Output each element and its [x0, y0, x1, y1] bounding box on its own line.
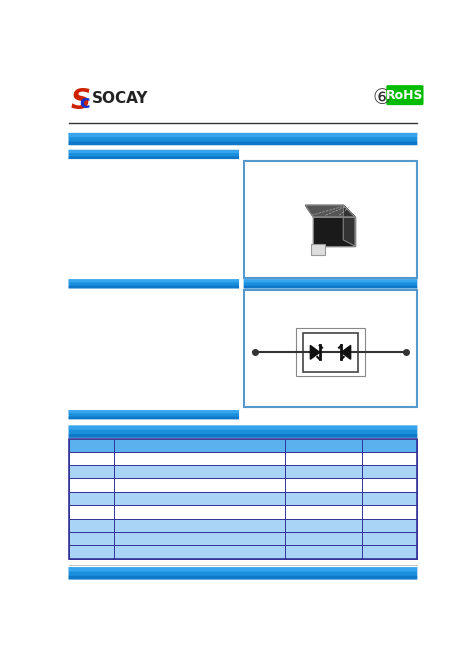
FancyBboxPatch shape [69, 567, 417, 572]
FancyBboxPatch shape [69, 279, 239, 289]
FancyBboxPatch shape [69, 425, 417, 430]
Bar [69, 532, 417, 546]
FancyBboxPatch shape [69, 133, 417, 137]
Bar [303, 333, 357, 372]
Text: SOCAY: SOCAY [92, 91, 148, 105]
FancyBboxPatch shape [69, 576, 417, 580]
Bar [69, 478, 417, 492]
FancyBboxPatch shape [244, 279, 417, 289]
FancyBboxPatch shape [69, 286, 239, 289]
Polygon shape [310, 346, 319, 359]
FancyBboxPatch shape [69, 150, 239, 153]
Polygon shape [313, 217, 355, 246]
Bar [69, 465, 417, 478]
Bar [69, 440, 417, 452]
Bar [69, 492, 417, 505]
FancyBboxPatch shape [244, 286, 417, 289]
Polygon shape [341, 346, 351, 359]
Bar [69, 505, 417, 519]
Polygon shape [343, 205, 355, 246]
FancyBboxPatch shape [386, 85, 423, 105]
Bar [69, 546, 417, 559]
Text: S: S [70, 87, 90, 115]
FancyBboxPatch shape [69, 142, 417, 145]
Bar [244, 290, 417, 407]
Bar [69, 452, 417, 465]
FancyBboxPatch shape [69, 417, 239, 419]
Bar [311, 244, 326, 255]
FancyBboxPatch shape [69, 410, 239, 419]
Bar [244, 160, 417, 278]
Bar [296, 329, 365, 376]
FancyBboxPatch shape [69, 133, 417, 145]
FancyBboxPatch shape [69, 410, 239, 413]
FancyBboxPatch shape [69, 434, 417, 437]
Bar [69, 440, 417, 559]
Text: RoHS: RoHS [386, 89, 424, 101]
FancyBboxPatch shape [69, 567, 417, 580]
FancyBboxPatch shape [69, 150, 239, 159]
FancyBboxPatch shape [244, 279, 417, 282]
Bar [69, 519, 417, 532]
FancyBboxPatch shape [69, 156, 239, 159]
Text: c: c [80, 95, 90, 112]
Text: ⑥: ⑥ [373, 88, 391, 108]
FancyBboxPatch shape [69, 425, 417, 437]
Polygon shape [305, 205, 355, 217]
FancyBboxPatch shape [69, 279, 239, 282]
